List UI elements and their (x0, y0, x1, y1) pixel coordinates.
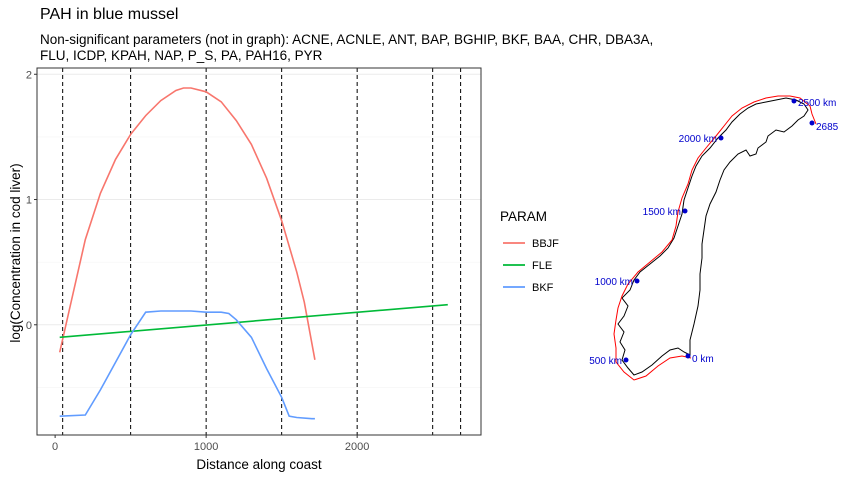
legend: PARAM BBJF FLE BKF (500, 209, 559, 294)
map-point (809, 120, 815, 126)
map-point-label: 1000 km (595, 277, 633, 288)
map-point (718, 135, 724, 141)
distance-markers (62, 68, 462, 435)
series-line-bkf (59, 310, 315, 420)
map-point-label: 2500 km (798, 98, 836, 109)
map-point (623, 357, 629, 363)
series-lines (58, 87, 448, 420)
map-point-label: 2000 km (679, 134, 717, 145)
x-axis-title: Distance along coast (196, 457, 322, 472)
route-line (613, 95, 817, 381)
map-point (682, 208, 688, 214)
norway-map: 0 km 500 km 1000 km 1500 km 2000 km 2500 km 26… (589, 95, 840, 381)
legend-label-fle: FLE (532, 260, 552, 272)
map-point-label: 500 km (589, 356, 622, 367)
map-point (685, 353, 691, 359)
y-tick-label: 2 (26, 69, 32, 81)
subtitle-line-1: Non-significant parameters (not in graph… (40, 32, 654, 47)
chart-title: PAH in blue mussel (40, 6, 179, 23)
coastline (617, 97, 809, 376)
map-point-label: 0 km (692, 354, 714, 365)
map-points: 0 km 500 km 1000 km 1500 km 2000 km 2500 km 26… (589, 98, 840, 367)
legend-title: PARAM (500, 209, 547, 224)
panel-border (36, 67, 482, 436)
panel-background (37, 68, 481, 435)
x-tick-label: 1000 (194, 441, 218, 453)
y-tick-label: 0 (26, 320, 32, 332)
y-axis-title: log(Concentration in cod liver) (8, 163, 23, 342)
map-point (791, 98, 797, 104)
map-point-label: 1500 km (643, 207, 681, 218)
legend-label-bbjf: BBJF (532, 238, 559, 250)
chart-subtitle: Non-significant parameters (not in graph… (40, 32, 740, 64)
grid-lines (37, 73, 481, 388)
map-point-label: 2685 km (816, 122, 840, 133)
y-tick-label: 1 (26, 195, 32, 207)
legend-label-bkf: BKF (532, 282, 554, 294)
axes: 0 1000 2000 0 1 2 (26, 67, 482, 453)
series-line-fle (59, 303, 448, 339)
x-tick-label: 0 (52, 441, 58, 453)
map-point (634, 278, 640, 284)
series-line-bbjf (58, 87, 316, 360)
subtitle-line-2: FLU, ICDP, KPAH, NAP, P_S, PA, PAH16, PY… (40, 48, 323, 63)
x-tick-label: 2000 (345, 441, 369, 453)
plot-panel (37, 68, 481, 435)
